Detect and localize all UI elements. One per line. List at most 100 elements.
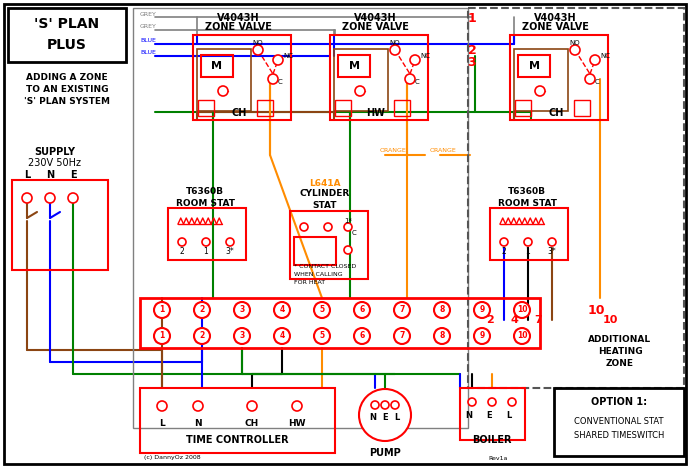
Bar (518, 55, 550, 77)
Text: 5: 5 (319, 331, 324, 341)
Bar (140, 388, 335, 453)
Circle shape (508, 398, 516, 406)
Text: SUPPLY: SUPPLY (34, 147, 75, 157)
Circle shape (218, 86, 228, 96)
Text: TO AN EXISTING: TO AN EXISTING (26, 85, 108, 94)
Text: NC: NC (420, 53, 430, 59)
Circle shape (274, 302, 290, 318)
Circle shape (394, 328, 410, 344)
Text: 7: 7 (400, 306, 405, 314)
Text: Rev1a: Rev1a (488, 455, 507, 461)
Circle shape (434, 328, 450, 344)
Text: 7: 7 (400, 331, 405, 341)
Circle shape (548, 238, 556, 246)
Text: CH: CH (549, 108, 564, 118)
Circle shape (354, 328, 370, 344)
Circle shape (68, 193, 78, 203)
Text: 8: 8 (440, 306, 444, 314)
Bar (140, 298, 540, 348)
Text: L641A: L641A (309, 178, 341, 188)
Text: HW: HW (288, 418, 306, 427)
Circle shape (344, 223, 352, 231)
Text: HW: HW (366, 108, 386, 118)
Bar (338, 55, 370, 77)
Text: E: E (486, 411, 492, 421)
Circle shape (381, 401, 389, 409)
Circle shape (474, 302, 490, 318)
Text: CYLINDER: CYLINDER (300, 190, 350, 198)
Text: V4043H: V4043H (354, 13, 396, 23)
Text: N: N (194, 418, 201, 427)
Bar (490, 208, 568, 260)
Circle shape (314, 302, 330, 318)
Text: CONVENTIONAL STAT: CONVENTIONAL STAT (574, 417, 664, 425)
Text: T6360B: T6360B (186, 188, 224, 197)
Text: 1: 1 (526, 248, 531, 256)
Bar (330, 35, 428, 120)
Text: ZONE VALVE: ZONE VALVE (342, 22, 408, 32)
Circle shape (22, 193, 32, 203)
Text: L: L (24, 170, 30, 180)
Circle shape (468, 398, 476, 406)
Text: 1*: 1* (344, 218, 352, 224)
Circle shape (355, 86, 365, 96)
Text: PUMP: PUMP (369, 448, 401, 458)
Circle shape (226, 238, 234, 246)
Text: (c) DannyOz 2008: (c) DannyOz 2008 (144, 455, 201, 461)
Circle shape (585, 74, 595, 84)
Bar (168, 208, 246, 260)
Bar (193, 35, 291, 120)
Text: * CONTACT CLOSED: * CONTACT CLOSED (294, 264, 356, 270)
Text: ORANGE: ORANGE (380, 147, 406, 153)
Text: 10: 10 (517, 331, 527, 341)
Text: HEATING: HEATING (598, 348, 642, 357)
Text: NO: NO (390, 40, 400, 46)
Text: 3: 3 (239, 306, 245, 314)
Circle shape (410, 55, 420, 65)
Bar (290, 211, 368, 279)
Text: NC: NC (600, 53, 610, 59)
Circle shape (434, 302, 450, 318)
Text: SHARED TIMESWITCH: SHARED TIMESWITCH (574, 431, 664, 440)
Text: 4: 4 (279, 306, 284, 314)
Text: 3: 3 (239, 331, 245, 341)
Text: C: C (415, 79, 420, 85)
Bar (335, 100, 351, 116)
Text: V4043H: V4043H (217, 13, 259, 23)
Circle shape (570, 45, 580, 55)
Text: 9: 9 (480, 306, 484, 314)
Bar (197, 49, 251, 111)
Bar (201, 55, 233, 77)
Bar (514, 49, 568, 111)
Text: C: C (595, 79, 600, 85)
Bar (574, 100, 590, 116)
Text: 3*: 3* (226, 248, 235, 256)
Text: 3*: 3* (548, 248, 556, 256)
Circle shape (314, 328, 330, 344)
Text: GREY: GREY (140, 12, 157, 16)
Bar (257, 100, 273, 116)
Bar (133, 8, 468, 428)
Circle shape (535, 86, 545, 96)
Text: 9: 9 (480, 331, 484, 341)
Text: 6: 6 (359, 306, 364, 314)
Circle shape (274, 328, 290, 344)
Circle shape (273, 55, 283, 65)
Circle shape (268, 74, 278, 84)
Text: 'S' PLAN SYSTEM: 'S' PLAN SYSTEM (24, 96, 110, 105)
Bar (12, 180, 108, 270)
Text: ZONE: ZONE (606, 359, 634, 368)
Text: ZONE VALVE: ZONE VALVE (522, 22, 589, 32)
Text: 2: 2 (502, 248, 506, 256)
Text: L: L (159, 418, 165, 427)
Text: ROOM STAT: ROOM STAT (175, 198, 235, 207)
Bar (394, 100, 410, 116)
Circle shape (45, 193, 55, 203)
Text: 230V 50Hz: 230V 50Hz (28, 158, 81, 168)
Text: ADDING A ZONE: ADDING A ZONE (26, 73, 108, 81)
Text: GREY: GREY (140, 24, 157, 29)
Text: E: E (70, 170, 77, 180)
Circle shape (234, 328, 250, 344)
Circle shape (394, 302, 410, 318)
Text: 2: 2 (468, 44, 476, 57)
